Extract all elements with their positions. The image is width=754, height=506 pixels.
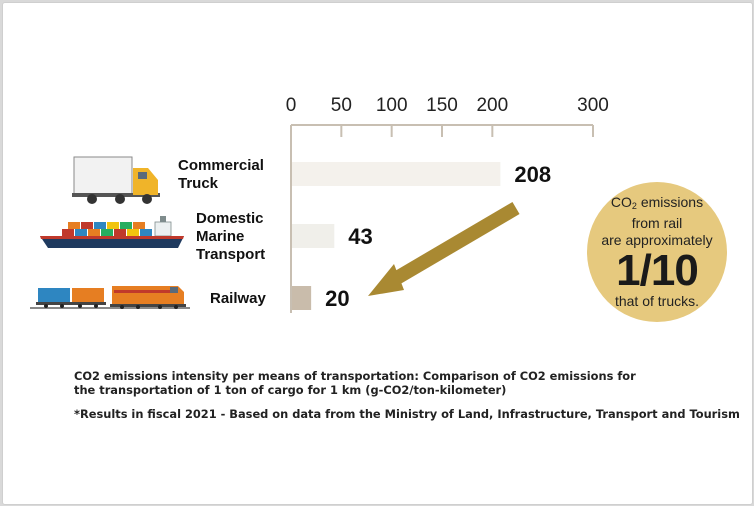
freight-train-icon (30, 286, 190, 309)
x-tick-label: 100 (376, 95, 408, 116)
chart-notes: CO2 emissions intensity per means of tra… (74, 369, 714, 421)
value-label: 20 (325, 286, 349, 311)
category-label: Domestic (196, 210, 264, 227)
bar (292, 224, 334, 248)
value-label: 43 (348, 224, 372, 249)
x-tick-label: 50 (331, 95, 352, 116)
x-axis-ticks: 0 50 100 150 200 300 (286, 95, 609, 313)
callout-badge: CO2 emissions from rail are approximatel… (587, 182, 727, 322)
x-tick-label: 300 (577, 95, 609, 116)
category-label: Railway (210, 290, 267, 307)
value-label: 208 (514, 162, 551, 187)
x-tick-label: 150 (426, 95, 458, 116)
category-label: Transport (196, 246, 265, 263)
x-tick-label: 0 (286, 95, 297, 116)
comparison-arrow (368, 208, 516, 296)
callout-line-4: that of trucks. (615, 293, 699, 310)
truck-icon (72, 157, 160, 204)
note-line-1: CO2 emissions intensity per means of tra… (74, 369, 714, 383)
callout-line-1: CO2 emissions (611, 194, 703, 215)
category-label: Truck (178, 175, 219, 192)
bar (292, 286, 311, 310)
category-label: Commercial (178, 157, 264, 174)
bar (292, 162, 500, 186)
x-tick-label: 200 (476, 95, 508, 116)
cargo-ship-icon (40, 216, 184, 248)
callout-ratio: 1/10 (616, 249, 698, 293)
callout-line-2: from rail (632, 215, 683, 232)
category-label: Marine (196, 228, 244, 245)
note-line-2: the transportation of 1 ton of cargo for… (74, 383, 714, 397)
note-source: *Results in fiscal 2021 - Based on data … (74, 407, 714, 421)
